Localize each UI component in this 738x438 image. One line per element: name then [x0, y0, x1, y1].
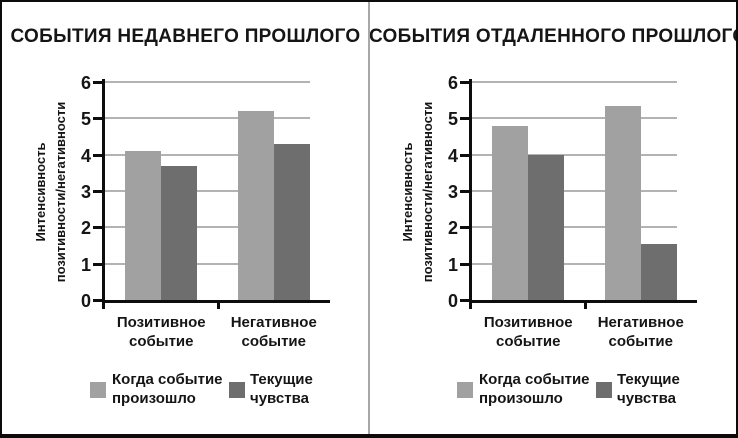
y-tick-5	[93, 117, 102, 121]
legend-label-line: чувства	[617, 390, 676, 407]
legend-label-line: произошло	[479, 390, 563, 407]
x-tick-2	[583, 303, 587, 309]
y-tick-label-1: 1	[80, 254, 91, 275]
bar-current-feelings-cat1	[161, 165, 198, 300]
legend-swatch-when-occurred	[457, 382, 473, 398]
legend-label-line: произошло	[112, 390, 196, 407]
x-category-label: Негативное событие	[571, 313, 711, 351]
x-category-label: Негативное событие	[204, 313, 344, 351]
legend-label: Когда событие произошло	[479, 370, 590, 408]
y-tick-label-4: 4	[80, 145, 91, 166]
x-tick-1	[469, 303, 472, 309]
legend-label: Когда событие произошло	[112, 370, 223, 408]
y-tick-0	[460, 299, 469, 302]
legend-label-line: Текущие	[250, 371, 313, 388]
y-tick-6	[93, 81, 102, 84]
x-axis-line	[102, 300, 330, 303]
x-tick-2	[216, 303, 220, 309]
legend-label: Текущие чувства	[250, 370, 313, 408]
legend-label-line: Когда событие	[112, 371, 223, 388]
y-tick-label-6: 6	[447, 73, 458, 93]
gridline-y3	[472, 190, 677, 192]
legend-swatch-current-feelings	[229, 382, 245, 398]
gridline-y3	[105, 190, 310, 192]
y-tick-label-3: 3	[447, 182, 458, 202]
legend-swatch-when-occurred	[90, 382, 106, 398]
y-tick-1	[460, 262, 469, 266]
gridline-y6	[472, 81, 677, 83]
y-tick-label-5: 5	[80, 109, 91, 130]
y-tick-label-3: 3	[80, 182, 91, 202]
y-axis-line	[469, 79, 472, 303]
y-tick-label-1: 1	[447, 254, 458, 275]
plot-area: Позитивное событие Негативное событие 0 1 2 3 4 5…	[2, 2, 369, 434]
x-category-label-line: Позитивное	[116, 314, 206, 331]
y-tick-2	[460, 226, 469, 230]
bar-current-feelings-cat2	[273, 143, 310, 300]
gridline-y4	[472, 153, 677, 156]
gridline-y1	[472, 262, 677, 265]
y-tick-1	[93, 262, 102, 266]
y-tick-4	[93, 153, 102, 157]
y-tick-3	[460, 190, 469, 193]
x-category-label-line: Негативное	[230, 314, 317, 331]
y-tick-label-2: 2	[447, 218, 458, 239]
bar-when-occurred-cat2	[237, 111, 274, 300]
y-tick-6	[460, 81, 469, 84]
y-tick-2	[93, 226, 102, 230]
legend-swatch-current-feelings	[596, 382, 612, 398]
panel-divider	[368, 2, 370, 434]
x-tick-1	[102, 303, 105, 309]
y-tick-label-0: 0	[447, 291, 458, 311]
bar-current-feelings-cat1	[528, 154, 565, 300]
x-category-label-line: Негативное	[597, 314, 684, 331]
y-tick-4	[460, 153, 469, 157]
gridline-y2	[472, 226, 677, 229]
gridline-y5	[472, 117, 677, 120]
bar-current-feelings-cat2	[640, 243, 677, 300]
chart-panel-distant-past: СОБЫТИЯ ОТДАЛЕННОГО ПРОШЛОГО Интенсивнос…	[369, 2, 736, 434]
gridline-y1	[105, 262, 310, 265]
y-tick-label-4: 4	[447, 145, 458, 166]
y-tick-label-2: 2	[80, 218, 91, 239]
chart-panel-recent-past: СОБЫТИЯ НЕДАВНЕГО ПРОШЛОГО Интенсивность…	[2, 2, 369, 434]
x-category-label-line: событие	[129, 333, 194, 350]
x-category-label: Позитивное событие	[91, 313, 231, 351]
chart-title: СОБЫТИЯ ОТДАЛЕННОГО ПРОШЛОГО	[369, 26, 738, 47]
y-tick-0	[93, 299, 102, 302]
bar-when-occurred-cat1	[125, 151, 162, 300]
chart-title: СОБЫТИЯ НЕДАВНЕГО ПРОШЛОГО	[10, 26, 361, 47]
x-category-label-line: событие	[496, 333, 561, 350]
legend-label: Текущие чувства	[617, 370, 680, 408]
gridline-y4	[105, 153, 310, 156]
y-tick-label-5: 5	[447, 109, 458, 130]
x-category-label-line: событие	[241, 333, 307, 350]
y-tick-5	[460, 117, 469, 121]
legend-label-line: Когда событие	[479, 371, 590, 388]
plot-area: Позитивное событие Негативное событие 0 1 2 3 4 5…	[369, 2, 736, 434]
y-tick-label-0: 0	[80, 291, 91, 311]
y-tick-3	[93, 190, 102, 193]
x-category-label-line: событие	[608, 333, 674, 350]
x-axis-line	[469, 300, 697, 303]
gridline-y5	[105, 117, 310, 120]
x-category-label: Позитивное событие	[458, 313, 598, 351]
bar-when-occurred-cat2	[604, 105, 641, 300]
bar-when-occurred-cat1	[492, 125, 529, 300]
legend-label-line: Текущие	[617, 371, 680, 388]
gridline-y2	[105, 226, 310, 229]
legend-label-line: чувства	[250, 390, 309, 407]
gridline-y6	[105, 81, 310, 83]
y-axis-line	[102, 79, 105, 303]
x-category-label-line: Позитивное	[483, 314, 573, 331]
y-tick-label-6: 6	[80, 73, 91, 93]
